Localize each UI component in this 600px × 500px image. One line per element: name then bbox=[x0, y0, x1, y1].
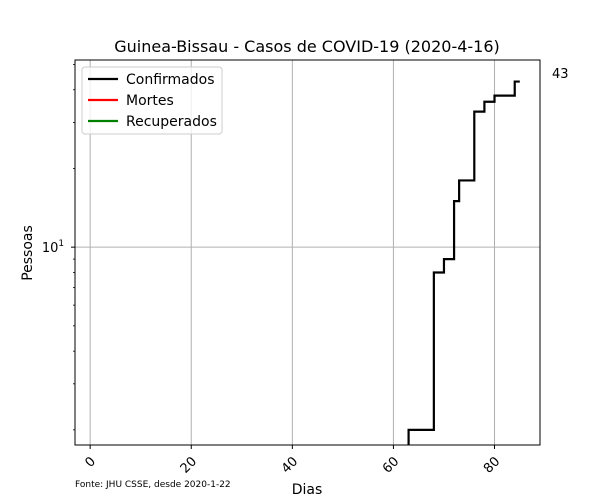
legend: Confirmados Mortes Recuperados bbox=[81, 66, 223, 135]
legend-label: Confirmados bbox=[126, 72, 215, 88]
chart-title: Guinea-Bissau - Casos de COVID-19 (2020-… bbox=[114, 37, 500, 56]
source-footnote: Fonte: JHU CSSE, desde 2020-1-22 bbox=[75, 480, 231, 490]
series-line-confirmados bbox=[407, 80, 520, 445]
last-value-annotation: 43 bbox=[552, 67, 569, 82]
legend-label: Recuperados bbox=[126, 114, 217, 130]
legend-label: Mortes bbox=[126, 93, 174, 109]
series-layer bbox=[407, 80, 520, 445]
legend-box bbox=[81, 66, 223, 135]
plot-frame bbox=[74, 59, 541, 446]
x-axis-label: Dias bbox=[292, 482, 323, 498]
y-axis-label: Pessoas bbox=[20, 225, 36, 281]
